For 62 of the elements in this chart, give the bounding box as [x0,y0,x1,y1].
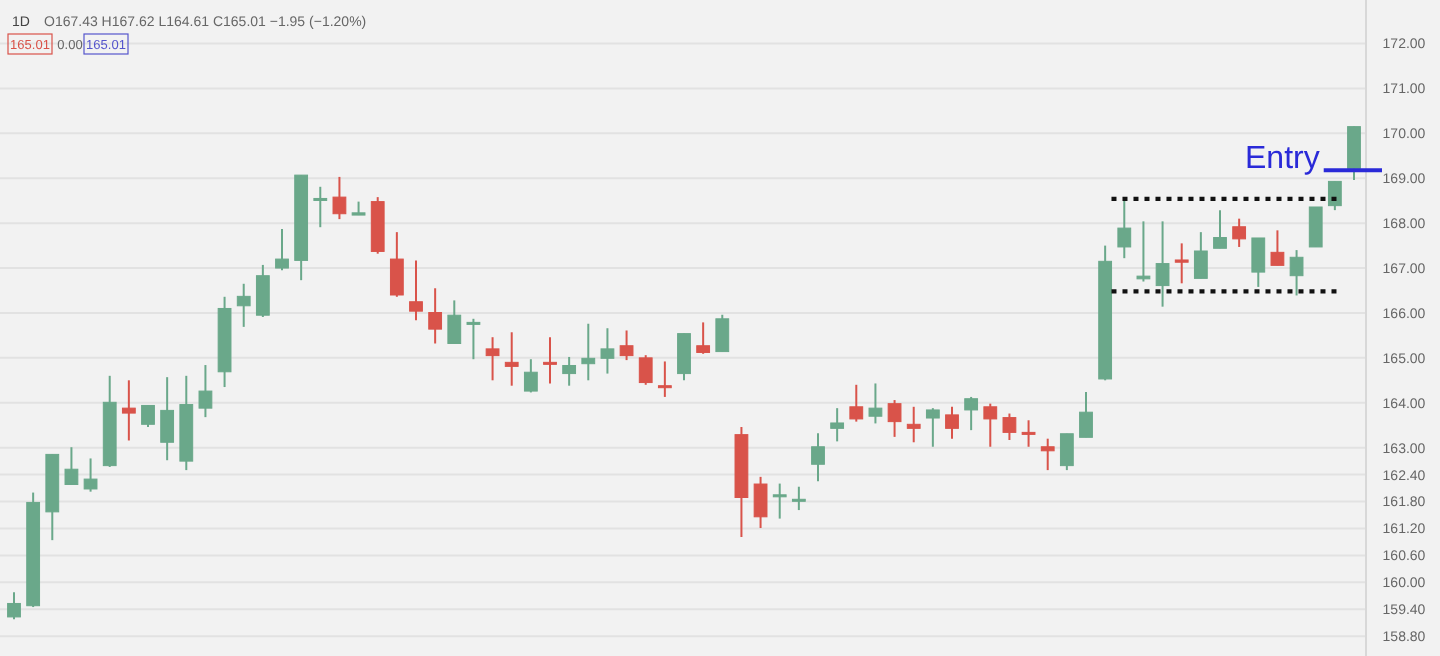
candlestick [887,399,902,438]
ref-line-label: Entry [1245,142,1320,177]
candlestick [1079,390,1093,439]
candlestick [409,259,423,322]
candlestick [83,457,98,493]
candlestick [1002,412,1017,442]
candlestick [1289,249,1304,297]
candlestick [198,364,213,419]
candlestick [255,263,270,318]
candlestick [313,185,328,229]
candlestick [715,313,730,353]
candlestick [64,446,79,486]
candlestick [1117,199,1132,260]
candlestick [1155,220,1170,308]
candlestick [772,482,787,520]
candlestick [945,405,959,440]
candlestick [1021,419,1036,448]
candlestick [791,485,806,512]
candlestick [332,175,347,221]
candlestick [1347,125,1361,182]
candlestick [811,432,825,483]
candlestick [1308,206,1323,248]
candlestick [1059,432,1074,472]
candlestick [849,383,864,423]
candlestick [1270,229,1285,267]
candlestick [523,358,538,394]
candlestick [677,332,691,382]
candlestick [638,354,653,386]
candlestick [830,407,845,443]
candlestick [485,336,500,382]
candlestick [504,331,519,387]
candlestick [964,395,979,432]
candlestick [868,382,883,425]
candlestick [1193,231,1208,280]
candlestick [600,327,615,375]
candlestick [466,317,481,361]
candlestick [1232,217,1247,248]
candlestick [1136,220,1151,283]
candlestick [753,475,768,530]
candlestick [141,404,155,429]
candlestick [1213,209,1227,250]
candlestick [236,282,251,328]
candlestick [562,355,577,387]
candlestick [428,287,443,345]
candlestick [619,329,634,362]
candlestick [696,321,711,355]
candlestick [925,407,940,448]
candlestick [1327,180,1342,212]
candlestick [389,231,404,298]
candlestick [1251,236,1266,288]
candlestick [983,402,998,448]
candlestick [906,405,921,444]
candlestick [275,227,289,272]
candlestick [657,360,672,398]
candlestick [7,591,21,621]
candlestick [121,379,136,442]
candlestick [447,299,462,345]
candlestick [1174,242,1189,285]
candlestick [1040,437,1055,472]
candlestick [581,322,596,382]
candlestick [543,336,557,385]
candlestick [160,376,175,462]
